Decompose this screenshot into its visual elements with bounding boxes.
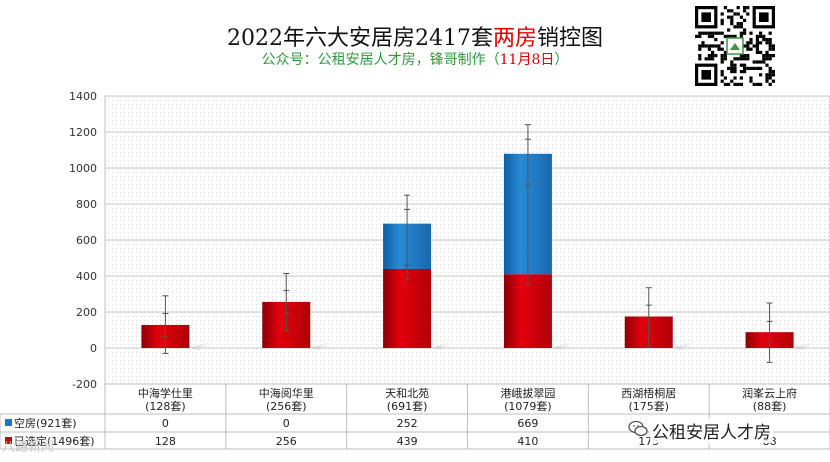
x-category-label: 润峯云上府 — [742, 386, 797, 400]
data-label-sold: 256 — [276, 435, 297, 448]
x-category-count: (88套) — [753, 400, 787, 413]
x-category-label: 天和北苑 — [385, 387, 429, 400]
y-tick-label: 0 — [90, 342, 97, 355]
legend-label-empty: 空房(921套) — [14, 416, 77, 430]
y-tick-label: 1400 — [69, 90, 97, 103]
x-category-label: 西湖梧桐居 — [621, 386, 676, 400]
subtitle-end: ） — [554, 52, 569, 68]
bar-shadow — [793, 339, 822, 350]
x-category-count: (256套) — [266, 400, 307, 413]
bar-shadow — [431, 339, 460, 350]
bar-shadow — [672, 339, 701, 350]
legend-swatch-sold — [5, 437, 12, 444]
x-category-count: (1079套) — [504, 400, 552, 413]
x-category-count: (175套) — [628, 400, 669, 413]
error-bar — [162, 295, 169, 354]
subtitle-date: 11月8日 — [499, 52, 555, 68]
y-tick-label: -200 — [72, 378, 97, 391]
data-label-sold: 128 — [155, 435, 176, 448]
y-tick-label: 600 — [76, 234, 97, 247]
y-tick-label: 800 — [76, 198, 97, 211]
title-accent: 两房 — [492, 26, 537, 51]
bar-shadow — [310, 339, 339, 350]
y-tick-label: 200 — [76, 306, 97, 319]
wechat-icon — [628, 420, 648, 437]
chart-subtitle: 公众号：公租安居人才房，锋哥制作（11月8日） — [0, 49, 830, 69]
legend-swatch-empty — [5, 419, 12, 426]
bar-sold — [383, 268, 432, 348]
error-bar — [524, 124, 531, 285]
chart-title: 2022年六大安居房2417套两房销控图 — [0, 20, 830, 52]
bar-shadow — [551, 339, 580, 350]
qr-code-icon — [695, 6, 775, 86]
error-bar — [766, 302, 773, 363]
x-category-label: 中海阅华里 — [259, 386, 314, 400]
y-tick-label: 1200 — [69, 126, 97, 139]
error-bar — [404, 194, 411, 281]
bar-shadow — [189, 339, 218, 350]
y-tick-label: 1000 — [69, 162, 97, 175]
x-category-label: 港峨拔翠园 — [500, 386, 555, 400]
error-bar — [283, 272, 290, 331]
data-label-empty: 0 — [162, 417, 169, 430]
data-label-sold: 410 — [517, 435, 538, 448]
data-label-empty: 252 — [397, 417, 418, 430]
x-category-count: (128套) — [145, 400, 186, 413]
data-label-empty: 0 — [283, 417, 290, 430]
watermark-left: 八路新闻 — [2, 440, 55, 455]
title-main: 2022年六大安居房2417套 — [226, 26, 493, 51]
data-label-sold: 439 — [397, 435, 418, 448]
data-label-empty: 669 — [517, 417, 538, 430]
error-bar — [645, 287, 652, 347]
legend-label-sold: 已选定(1496套) — [14, 434, 95, 448]
watermark-right: 公租安居人才房 — [650, 418, 773, 443]
subtitle-text: 公众号：公租安居人才房，锋哥制作（ — [261, 52, 500, 68]
x-category-count: (691套) — [387, 400, 428, 413]
title-tail: 销控图 — [536, 26, 603, 51]
bar-sold — [503, 274, 552, 348]
x-category-label: 中海学仕里 — [138, 386, 193, 400]
y-tick-label: 400 — [76, 270, 97, 283]
